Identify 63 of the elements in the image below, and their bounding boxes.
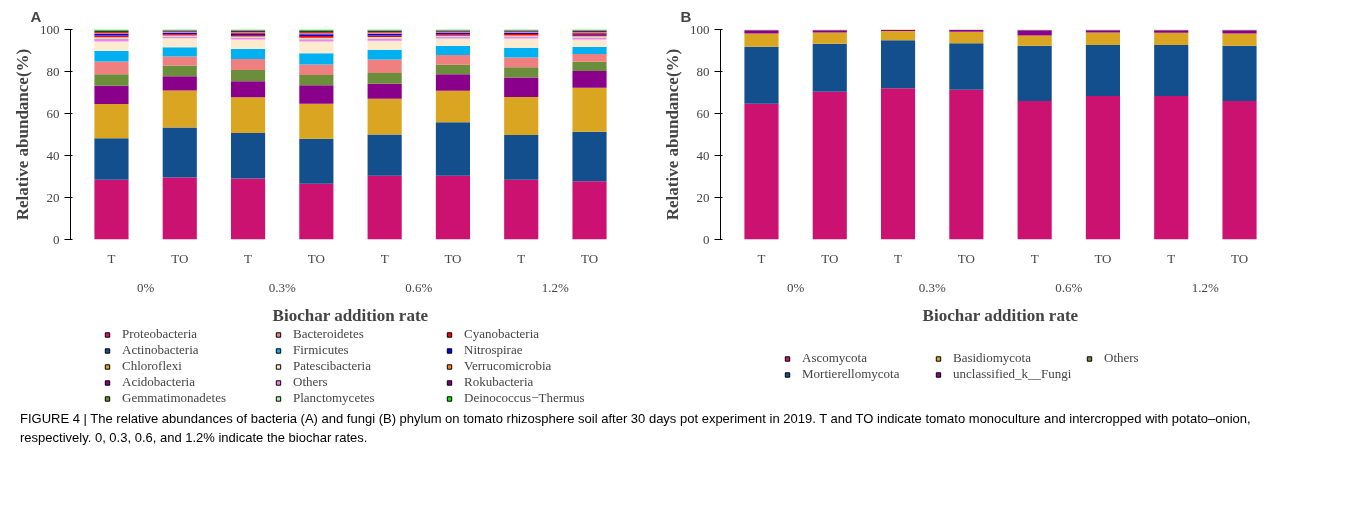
legend-label: Firmicutes [293, 342, 350, 358]
x-tick-label: TO [307, 250, 325, 266]
text: 0% [786, 279, 805, 295]
x-tick-label: TO [171, 250, 189, 266]
x-tick-label: TO [1094, 250, 1112, 266]
legend-label: Patescibacteria [293, 358, 372, 374]
text: 1.2% [541, 279, 570, 295]
x-tick-label: TO [1230, 250, 1249, 266]
legend-label: Planctomycetes [293, 390, 376, 406]
legend-label: Verrucomicrobia [464, 358, 553, 374]
legend-label: Bacteroidetes [293, 326, 365, 342]
x-axis-title: Biochar addition rate [922, 305, 1079, 325]
legend-label: Rokubacteria [464, 374, 535, 390]
y-tick-label: 20 [46, 189, 60, 205]
y-tick-label: 60 [46, 105, 60, 121]
x-tick-label: T [380, 250, 389, 266]
x-tick-label: TO [580, 250, 599, 266]
text: 0.3% [918, 279, 946, 295]
legend-label: Gemmatimonadetes [122, 390, 227, 406]
x-axis-title: Biochar addition rate [272, 305, 429, 325]
legend-label: Ascomycota [802, 350, 868, 366]
text: 1.2% [1191, 279, 1220, 295]
x-tick-label: T [894, 250, 903, 266]
legend-label: Others [1104, 350, 1140, 366]
y-tick-label: 80 [696, 63, 710, 79]
y-tick-label: 100 [40, 21, 60, 37]
y-tick-label: 80 [46, 63, 60, 79]
y-axis-title: Relative abundance(%) [663, 48, 682, 221]
legend-label: Nitrospirae [464, 342, 524, 358]
legend-label: Proteobacteria [122, 326, 199, 342]
caption: FIGURE 4 | The relative abundances of bacteria (A) and fungi (B) phylum on tomato rhizosphere soil after 30 days pot experiment in 2019. T and TO indicate tomato monoculture and intercropped with potato–onion, respectively. 0, 0.3, 0.6, and 1.2% indicate the biochar rates. [20, 410, 1252, 447]
legend-label: Chloroflexi [122, 358, 183, 374]
y-tick-label: 0 [53, 231, 60, 247]
text: 0.3% [268, 279, 296, 295]
legend-label: unclassified_k__Fungi [953, 366, 1073, 382]
x-tick-label: T [1167, 250, 1176, 266]
x-tick-label: TO [957, 250, 975, 266]
text: 0% [136, 279, 155, 295]
x-tick-label: TO [821, 250, 839, 266]
x-tick-label: T [1030, 250, 1039, 266]
chart-title: B [680, 7, 692, 25]
y-axis-title: Relative abundance(%) [13, 48, 32, 221]
y-tick-label: 100 [690, 21, 710, 37]
legend-label: Basidiomycota [953, 350, 1032, 366]
y-tick-label: 0 [703, 231, 710, 247]
y-tick-label: 40 [46, 147, 60, 163]
text: 0.6% [1055, 279, 1083, 295]
legend-label: Others [293, 374, 329, 390]
y-tick-label: 20 [696, 189, 710, 205]
legend-label: Deinococcus−Thermus [464, 390, 586, 406]
legend-label: Acidobacteria [122, 374, 196, 390]
x-tick-label: T [107, 250, 116, 266]
y-tick-label: 60 [696, 105, 710, 121]
text: 0.6% [405, 279, 433, 295]
chart-title: A [30, 7, 42, 25]
x-tick-label: T [244, 250, 253, 266]
legend-label: Mortierellomycota [802, 366, 901, 382]
x-tick-label: T [517, 250, 526, 266]
x-tick-label: TO [444, 250, 462, 266]
y-tick-label: 40 [696, 147, 710, 163]
legend-label: Cyanobacteria [464, 326, 541, 342]
legend-label: Actinobacteria [122, 342, 200, 358]
x-tick-label: T [757, 250, 766, 266]
